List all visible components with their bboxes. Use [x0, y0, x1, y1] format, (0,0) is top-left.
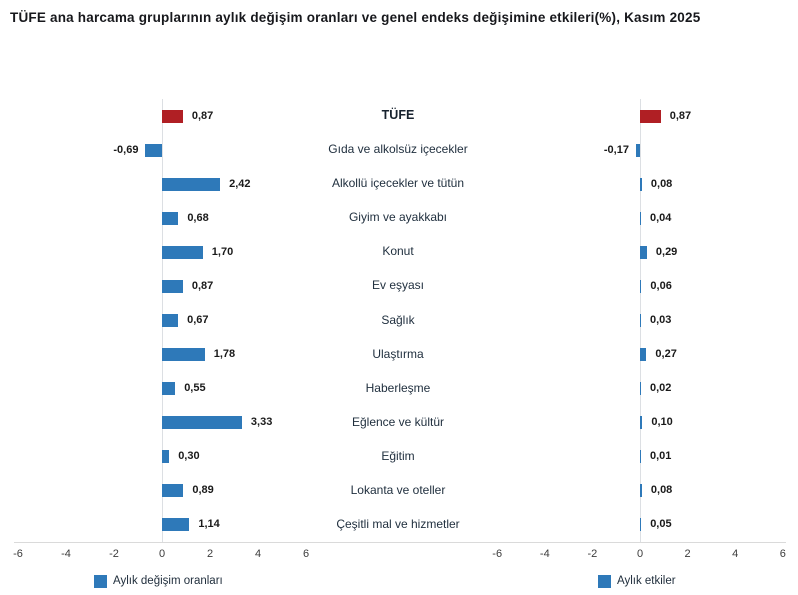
bar-3 [162, 211, 179, 225]
bar-value-label: 0,89 [192, 484, 214, 497]
x-axis-tick-label: -6 [13, 548, 23, 560]
x-axis-tick-label: 2 [206, 548, 214, 560]
bar-8 [162, 382, 176, 396]
bar-value-label: 0,87 [191, 279, 214, 292]
bar-12 [640, 518, 642, 532]
category-label: Eğitim [381, 448, 415, 463]
bar-value-label: 0,29 [655, 245, 678, 258]
x-axis-tick-label: 6 [302, 548, 310, 560]
category-label-column: TÜFE Gıda ve alkolsüz içecekler Alkollü iç… [306, 99, 490, 542]
bar-value-label: 0,08 [650, 177, 673, 190]
bar-value-label: 0,05 [650, 518, 672, 531]
x-axis-tick-label: -6 [492, 548, 503, 560]
bar-value-label: 0,01 [650, 450, 672, 463]
bar-value-label: 0,04 [650, 211, 672, 224]
bar-11 [640, 484, 642, 498]
x-axis-tick-label: 2 [684, 548, 691, 560]
bar-4 [162, 245, 203, 259]
category-label-tufe: TÜFE [381, 108, 415, 123]
legend-left-label: Aylık değişim oranları [113, 575, 223, 587]
bar-value-label: 0,03 [650, 314, 672, 326]
bar-value-label: 3,33 [250, 416, 273, 429]
bar-4 [640, 245, 647, 259]
chart-title: TÜFE ana harcama gruplarının aylık değiş… [10, 10, 701, 25]
legend-left: Aylık değişim oranları [94, 573, 223, 589]
right-chart-monthly-effects: 0,87 -0,17 0,08 0,04 0,29 0,06 0,03 0,27 0,02 0,1… [497, 99, 783, 542]
bar-tufe-highlight [162, 109, 183, 123]
bar-7 [640, 348, 647, 362]
bar-9 [640, 416, 643, 430]
legend-swatch-blue-icon [94, 574, 107, 588]
legend-swatch-blue-icon [598, 574, 611, 588]
legend-right-label: Aylık etkiler [617, 575, 676, 587]
bar-value-label: 0,87 [191, 109, 214, 122]
category-label: Giyim ve ayakkabı [348, 210, 448, 225]
bar-value-label: 1,70 [211, 245, 234, 258]
bar-10 [162, 450, 170, 464]
bar-12 [162, 518, 190, 532]
bar-2 [162, 177, 221, 191]
bar-10 [640, 450, 641, 464]
x-axis-line [14, 542, 786, 543]
bar-value-label: 0,55 [184, 382, 206, 395]
bar-1 [635, 143, 640, 157]
bar-7 [162, 348, 205, 362]
bar-value-label: -0,69 [113, 143, 139, 156]
x-axis-tick-label: -2 [587, 548, 598, 560]
category-label: Gıda ve alkolsüz içecekler [328, 142, 468, 157]
bar-8 [640, 382, 641, 396]
bar-value-label: -0,17 [603, 143, 629, 156]
bar-value-label: 0,68 [187, 211, 209, 224]
bar-value-label: 2,42 [229, 177, 251, 190]
category-label: Lokanta ve oteller [350, 482, 446, 497]
x-axis-tick-label: -4 [539, 548, 550, 560]
category-label: Eğlence ve kültür [351, 414, 445, 429]
bar-value-label: 1,14 [198, 518, 220, 531]
legend-right: Aylık etkiler [598, 573, 676, 589]
bar-value-label: 1,78 [213, 348, 236, 361]
x-axis-tick-label: 6 [779, 548, 786, 560]
bar-value-label: 0,06 [650, 279, 672, 292]
category-label: Ev eşyası [371, 278, 425, 293]
category-label: Sağlık [381, 312, 415, 327]
bar-value-label: 0,02 [650, 382, 672, 395]
bar-value-label: 0,67 [187, 314, 209, 326]
x-axis-tick-label: 4 [732, 548, 739, 560]
x-axis-tick-label: -4 [61, 548, 71, 560]
category-label: Ulaştırma [372, 346, 424, 361]
bar-value-label: 0,30 [178, 450, 200, 463]
bar-5 [162, 279, 183, 293]
bar-value-label: 0,27 [655, 348, 677, 361]
category-label: Çeşitli mal ve hizmetler [336, 516, 460, 531]
bar-value-label: 0,10 [651, 416, 673, 429]
bar-value-label: 0,08 [650, 484, 673, 497]
category-label: Alkollü içecekler ve tütün [331, 176, 465, 191]
bar-2 [640, 177, 642, 191]
x-axis-tick-label: 0 [636, 548, 644, 560]
bar-11 [162, 484, 184, 498]
bar-6 [640, 314, 641, 327]
bar-9 [162, 416, 242, 430]
bar-3 [640, 211, 641, 225]
bar-1 [145, 143, 162, 157]
category-label: Haberleşme [365, 380, 431, 395]
bar-tufe-highlight [640, 109, 661, 123]
x-axis-tick-label: 0 [158, 548, 166, 560]
category-label: Konut [382, 244, 414, 259]
bar-6 [162, 314, 179, 327]
x-axis-tick-label: -2 [109, 548, 119, 560]
left-chart-monthly-change: 0,87 -0,69 2,42 0,68 1,70 0,87 0,67 1,78 0,55 3,3… [18, 99, 306, 542]
bar-5 [640, 279, 642, 293]
x-axis-tick-label: 4 [254, 548, 262, 560]
bar-value-label: 0,87 [669, 109, 692, 122]
